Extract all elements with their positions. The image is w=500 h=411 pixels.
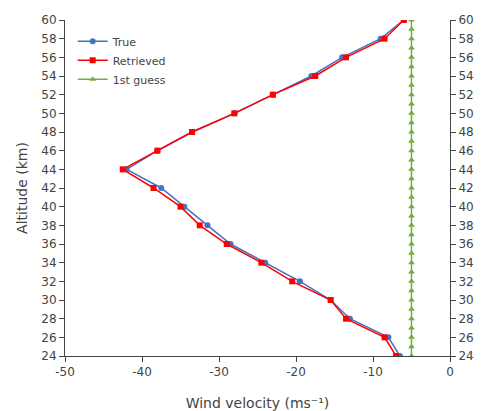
svg-text:-30: -30 [209, 365, 229, 379]
svg-text:58: 58 [41, 32, 56, 46]
svg-text:24: 24 [41, 349, 56, 363]
svg-text:50: 50 [41, 107, 56, 121]
svg-text:42: 42 [458, 181, 473, 195]
svg-text:1st guess: 1st guess [113, 74, 166, 87]
svg-text:54: 54 [41, 69, 56, 83]
svg-text:48: 48 [458, 125, 473, 139]
svg-text:26: 26 [41, 331, 56, 345]
svg-text:48: 48 [41, 125, 56, 139]
svg-text:-20: -20 [286, 365, 306, 379]
svg-text:50: 50 [458, 107, 473, 121]
svg-text:58: 58 [458, 32, 473, 46]
svg-text:44: 44 [41, 163, 56, 177]
svg-text:46: 46 [41, 144, 56, 158]
svg-text:28: 28 [458, 312, 473, 326]
svg-text:38: 38 [458, 219, 473, 233]
svg-text:True: True [112, 36, 137, 49]
svg-text:32: 32 [458, 275, 473, 289]
svg-text:-50: -50 [55, 365, 75, 379]
svg-text:-10: -10 [363, 365, 383, 379]
svg-text:30: 30 [458, 293, 473, 307]
svg-text:26: 26 [458, 331, 473, 345]
svg-text:44: 44 [458, 163, 473, 177]
svg-text:Altitude (km): Altitude (km) [14, 142, 30, 234]
svg-text:30: 30 [41, 293, 56, 307]
svg-text:54: 54 [458, 69, 473, 83]
svg-text:34: 34 [41, 256, 56, 270]
svg-text:32: 32 [41, 275, 56, 289]
svg-text:28: 28 [41, 312, 56, 326]
svg-text:60: 60 [458, 13, 473, 27]
svg-text:Retrieved: Retrieved [113, 55, 166, 68]
svg-text:0: 0 [446, 365, 454, 379]
svg-text:42: 42 [41, 181, 56, 195]
svg-text:56: 56 [458, 51, 473, 65]
svg-text:52: 52 [458, 88, 473, 102]
svg-text:38: 38 [41, 219, 56, 233]
svg-text:-40: -40 [132, 365, 152, 379]
svg-text:40: 40 [41, 200, 56, 214]
svg-text:36: 36 [41, 237, 56, 251]
svg-text:34: 34 [458, 256, 473, 270]
svg-text:46: 46 [458, 144, 473, 158]
svg-text:60: 60 [41, 13, 56, 27]
svg-text:40: 40 [458, 200, 473, 214]
svg-text:36: 36 [458, 237, 473, 251]
svg-text:Wind velocity (ms⁻¹): Wind velocity (ms⁻¹) [186, 395, 330, 411]
svg-text:52: 52 [41, 88, 56, 102]
svg-text:24: 24 [458, 349, 473, 363]
svg-text:56: 56 [41, 51, 56, 65]
